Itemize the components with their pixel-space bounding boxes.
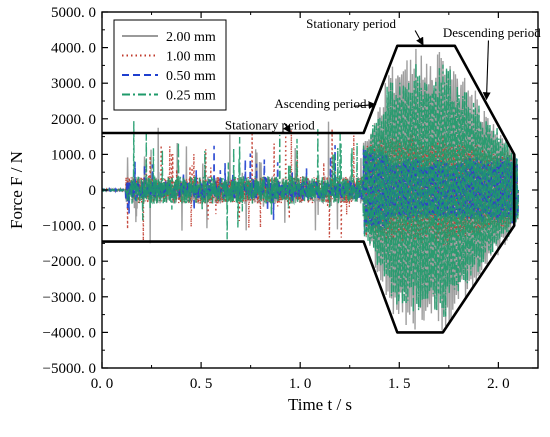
legend-label-0: 2.00 mm: [166, 30, 216, 45]
annotation-arrow-3: [482, 40, 491, 101]
y-tick-label-1: 4000. 0: [51, 41, 96, 57]
annotation-label-2: Stationary period: [306, 16, 396, 31]
envelope-outline: [102, 44, 516, 334]
legend-label-3: 0.25 mm: [166, 89, 216, 104]
x-tick-label-2: 1. 0: [289, 376, 312, 392]
x-tick-label-4: 2. 0: [487, 376, 510, 392]
y-tick-label-2: 3000. 0: [51, 76, 96, 92]
y-tick-label-10: −5000. 0: [43, 361, 96, 377]
y-tick-label-0: 5000. 0: [51, 5, 96, 21]
annotation-arrow-1: [353, 101, 377, 110]
x-tick-label-3: 1. 5: [388, 376, 411, 392]
legend: 2.00 mm 1.00 mm 0.50 mm 0.25 mm: [113, 19, 227, 111]
y-tick-label-5: 0: [89, 183, 97, 199]
annotation-label-3: Descending period: [443, 25, 541, 40]
y-tick-label-9: −4000. 0: [43, 325, 96, 341]
annotation-label-0: Stationary period: [225, 117, 315, 132]
annotation-label-1: Ascending period: [274, 96, 367, 111]
y-axis-title: Force F / N: [7, 151, 26, 229]
annotation-arrow-2: [414, 30, 424, 46]
y-tick-label-6: −1000. 0: [43, 219, 96, 235]
x-tick-label-1: 0. 5: [190, 376, 213, 392]
annotations: Stationary period Ascending period Station…: [225, 16, 541, 134]
axes: 5000. 0 4000. 0 3000. 0 2000. 0 1000. 0 0 −100…: [43, 5, 539, 392]
plot-area: [102, 44, 519, 334]
x-axis-title: Time t / s: [288, 395, 352, 414]
y-tick-label-4: 1000. 0: [51, 147, 96, 163]
x-tick-label-0: 0. 0: [91, 376, 114, 392]
annotation-arrow-0: [283, 122, 291, 134]
series-line-3: [102, 62, 519, 317]
y-tick-label-7: −2000. 0: [43, 254, 96, 270]
legend-label-2: 0.50 mm: [166, 69, 216, 84]
y-tick-label-8: −3000. 0: [43, 290, 96, 306]
y-tick-label-3: 2000. 0: [51, 112, 96, 128]
legend-label-1: 1.00 mm: [166, 50, 216, 65]
